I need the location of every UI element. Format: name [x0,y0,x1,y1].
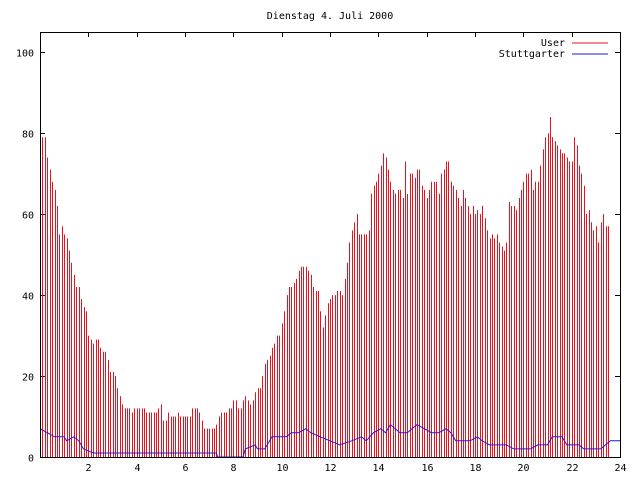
y-tick-label: 40 [22,292,34,303]
plot-frame [40,32,621,458]
x-tick-label: 14 [372,463,384,474]
x-tick-label: 22 [566,463,578,474]
x-tick-label: 6 [182,463,188,474]
x-tick-label: 24 [614,463,626,474]
x-tick-label: 16 [421,463,433,474]
x-tick-label: 10 [276,463,288,474]
legend-stuttgarter-label: Stuttgarter [499,49,565,60]
x-tick-label: 12 [324,463,336,474]
x-tick-label: 4 [134,463,140,474]
x-tick-label: 18 [469,463,481,474]
y-tick-label: 60 [22,211,34,222]
x-tick-label: 20 [517,463,529,474]
stuttgarter-line [39,423,620,458]
chart-title: Dienstag 4. Juli 2000 [267,11,393,22]
legend-user-label: User [541,38,565,49]
x-tick-label: 2 [85,463,91,474]
series-stuttgarter [39,423,620,458]
y-tick-label: 80 [22,130,34,141]
y-tick-label: 20 [22,373,34,384]
legend: User Stuttgarter [499,38,608,60]
series-user [40,117,609,457]
y-tick-label: 0 [28,454,34,465]
y-tick-label: 100 [16,49,34,60]
x-tick-label: 8 [230,463,236,474]
